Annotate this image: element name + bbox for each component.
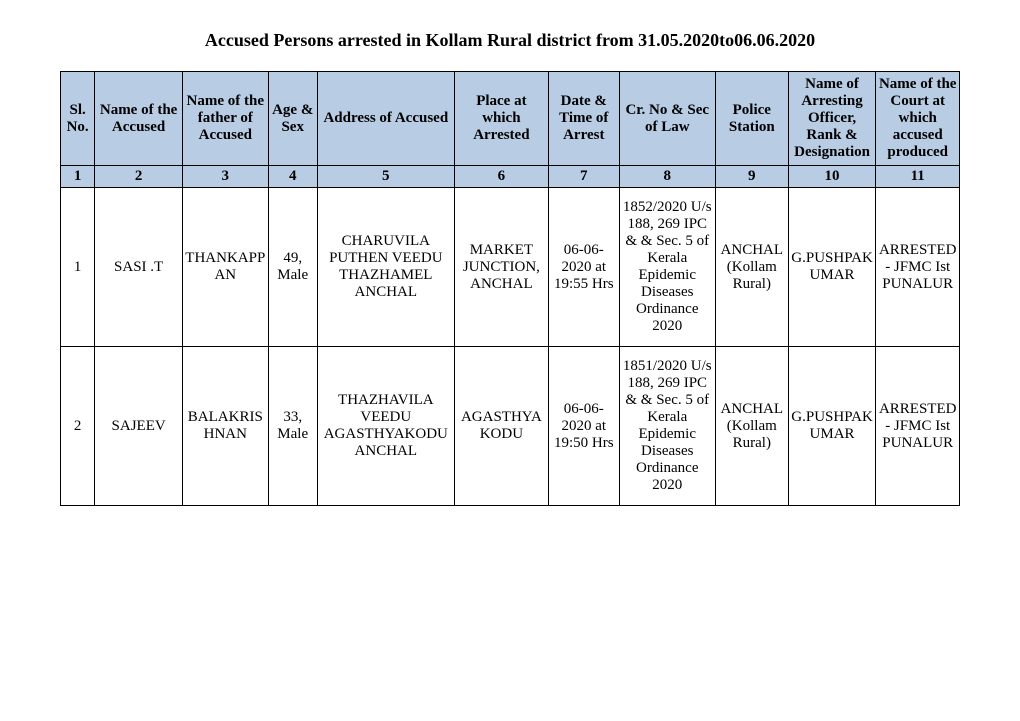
col-number: 9 (715, 166, 788, 188)
cell-address: CHARUVILA PUTHEN VEEDU THAZHAMEL ANCHAL (317, 188, 454, 347)
cell-crno: 1851/2020 U/s 188, 269 IPC & & Sec. 5 of… (619, 347, 715, 506)
col-number: 4 (268, 166, 317, 188)
cell-crno: 1852/2020 U/s 188, 269 IPC & & Sec. 5 of… (619, 188, 715, 347)
col-number: 8 (619, 166, 715, 188)
col-number: 6 (454, 166, 548, 188)
cell-father: BALAKRISHNAN (182, 347, 268, 506)
cell-age-sex: 33, Male (268, 347, 317, 506)
table-row: 1 SASI .T THANKAPPAN 49, Male CHARUVILA … (61, 188, 960, 347)
cell-sl: 2 (61, 347, 95, 506)
cell-officer: G.PUSHPAKUMAR (788, 347, 876, 506)
cell-sl: 1 (61, 188, 95, 347)
col-header: Police Station (715, 72, 788, 166)
cell-place: AGASTHYAKODU (454, 347, 548, 506)
cell-place: MARKET JUNCTION, ANCHAL (454, 188, 548, 347)
cell-court: ARRESTED - JFMC Ist PUNALUR (876, 188, 960, 347)
col-number: 1 (61, 166, 95, 188)
column-number-row: 1 2 3 4 5 6 7 8 9 10 11 (61, 166, 960, 188)
cell-station: ANCHAL (Kollam Rural) (715, 347, 788, 506)
col-header: Name of the Court at which accused produ… (876, 72, 960, 166)
cell-age-sex: 49, Male (268, 188, 317, 347)
col-header: Age & Sex (268, 72, 317, 166)
col-header: Name of the father of Accused (182, 72, 268, 166)
cell-officer: G.PUSHPAKUMAR (788, 188, 876, 347)
cell-name: SAJEEV (95, 347, 183, 506)
col-number: 11 (876, 166, 960, 188)
col-header: Date & Time of Arrest (548, 72, 619, 166)
col-number: 3 (182, 166, 268, 188)
arrest-table: Sl. No. Name of the Accused Name of the … (60, 71, 960, 506)
col-number: 7 (548, 166, 619, 188)
col-header: Sl. No. (61, 72, 95, 166)
page-title: Accused Persons arrested in Kollam Rural… (60, 30, 960, 51)
col-header: Cr. No & Sec of Law (619, 72, 715, 166)
cell-station: ANCHAL (Kollam Rural) (715, 188, 788, 347)
col-header: Name of Arresting Officer, Rank & Design… (788, 72, 876, 166)
cell-datetime: 06-06-2020 at 19:50 Hrs (548, 347, 619, 506)
cell-court: ARRESTED - JFMC Ist PUNALUR (876, 347, 960, 506)
col-header: Place at which Arrested (454, 72, 548, 166)
cell-address: THAZHAVILA VEEDU AGASTHYAKODU ANCHAL (317, 347, 454, 506)
cell-name: SASI .T (95, 188, 183, 347)
cell-father: THANKAPPAN (182, 188, 268, 347)
cell-datetime: 06-06-2020 at 19:55 Hrs (548, 188, 619, 347)
table-row: 2 SAJEEV BALAKRISHNAN 33, Male THAZHAVIL… (61, 347, 960, 506)
col-number: 10 (788, 166, 876, 188)
col-number: 2 (95, 166, 183, 188)
document-page: Accused Persons arrested in Kollam Rural… (0, 0, 1020, 536)
col-header: Name of the Accused (95, 72, 183, 166)
col-header: Address of Accused (317, 72, 454, 166)
col-number: 5 (317, 166, 454, 188)
header-row: Sl. No. Name of the Accused Name of the … (61, 72, 960, 166)
